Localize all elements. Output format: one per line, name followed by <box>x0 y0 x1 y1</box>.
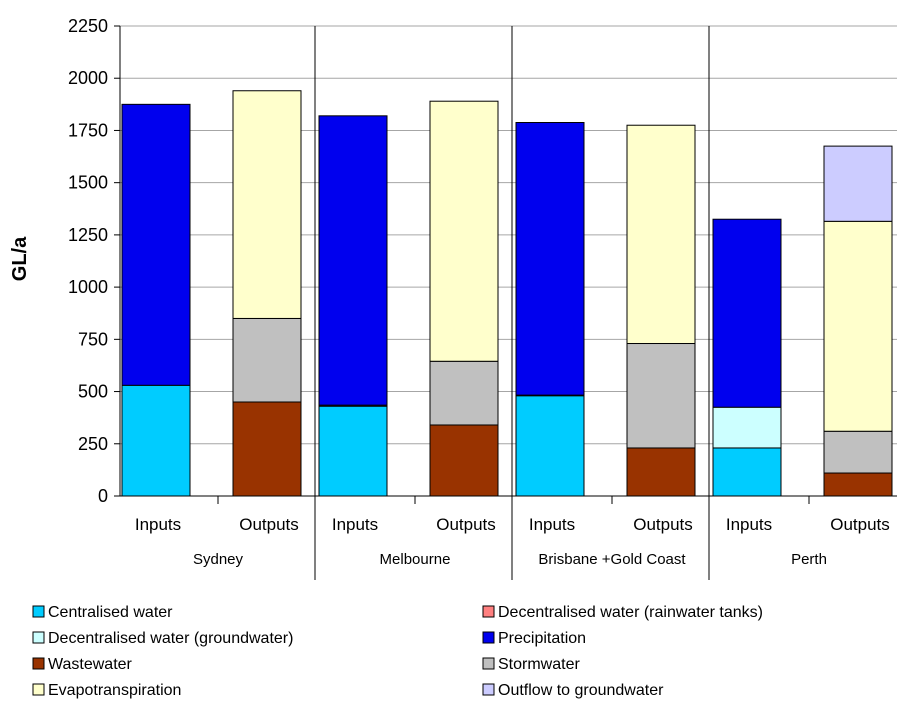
bar-segment <box>712 447 782 497</box>
x-category-label: Inputs <box>332 515 378 534</box>
bar-segment <box>712 218 782 408</box>
y-tick-label: 2000 <box>68 68 108 88</box>
x-group-label: Melbourne <box>380 551 451 568</box>
x-group-label: Sydney <box>193 551 244 568</box>
bar-segment <box>429 100 499 362</box>
legend-label: Evapotranspiration <box>48 682 181 699</box>
bar-segment <box>823 472 893 497</box>
bar-segment <box>823 145 893 222</box>
legend-label: Wastewater <box>48 656 133 673</box>
legend-label: Stormwater <box>498 656 580 673</box>
legend-swatch <box>32 631 45 644</box>
x-category-label: Inputs <box>529 515 575 534</box>
bar-segment <box>429 424 499 497</box>
legend-label: Outflow to groundwater <box>498 682 664 699</box>
legend-label: Centralised water <box>48 604 173 621</box>
bar-segment <box>318 115 388 406</box>
bar-segment <box>626 447 696 497</box>
legend-swatch <box>482 657 495 670</box>
bar-segment <box>712 406 782 449</box>
y-tick-label: 1750 <box>68 120 108 140</box>
x-category-label: Outputs <box>830 515 890 534</box>
y-tick-label: 2250 <box>68 16 108 36</box>
legend: Centralised water Decentralised water (ra… <box>32 604 763 699</box>
legend-label: Precipitation <box>498 630 586 647</box>
group-dividers <box>217 26 810 580</box>
bar-segment <box>515 122 585 396</box>
y-tick-label: 1250 <box>68 225 108 245</box>
bars <box>121 90 893 497</box>
y-axis-label: GL/a <box>9 236 31 281</box>
bar-segment <box>823 220 893 432</box>
x-group-labels: Sydney Melbourne Brisbane +Gold Coast Perth <box>193 551 827 568</box>
legend-swatch <box>482 683 495 696</box>
x-category-labels: Inputs Outputs Inputs Outputs Inputs Outputs I… <box>135 515 890 534</box>
axes <box>119 26 897 497</box>
legend-swatch <box>482 631 495 644</box>
legend-swatch <box>32 657 45 670</box>
bar-segment <box>232 317 302 403</box>
bar-segment <box>429 360 499 426</box>
bar-segment <box>121 103 191 386</box>
bar-segment <box>626 343 696 449</box>
bar-segment <box>515 395 585 497</box>
y-tick-label: 1000 <box>68 277 108 297</box>
legend-swatch <box>32 683 45 696</box>
x-category-label: Inputs <box>726 515 772 534</box>
x-category-label: Inputs <box>135 515 181 534</box>
bar-segment <box>232 401 302 497</box>
y-tick-labels: 0 250 500 750 1000 1250 1500 1750 2000 2250 <box>68 16 108 506</box>
x-category-label: Outputs <box>239 515 299 534</box>
bar-segment <box>318 405 388 497</box>
y-tick-label: 0 <box>98 486 108 506</box>
x-category-label: Outputs <box>633 515 693 534</box>
x-group-label: Perth <box>791 551 827 568</box>
y-tick-label: 250 <box>78 434 108 454</box>
legend-swatch <box>32 605 45 618</box>
x-group-label: Brisbane +Gold Coast <box>538 551 686 568</box>
y-tick-label: 1500 <box>68 173 108 193</box>
x-category-label: Outputs <box>436 515 496 534</box>
legend-swatch <box>482 605 495 618</box>
bar-segment <box>823 430 893 474</box>
legend-label: Decentralised water (groundwater) <box>48 630 293 647</box>
bar-segment <box>626 124 696 345</box>
y-tick-label: 500 <box>78 382 108 402</box>
y-tick-label: 750 <box>78 329 108 349</box>
legend-label: Decentralised water (rainwater tanks) <box>498 604 763 621</box>
bar-segment <box>121 384 191 497</box>
bar-segment <box>232 90 302 319</box>
